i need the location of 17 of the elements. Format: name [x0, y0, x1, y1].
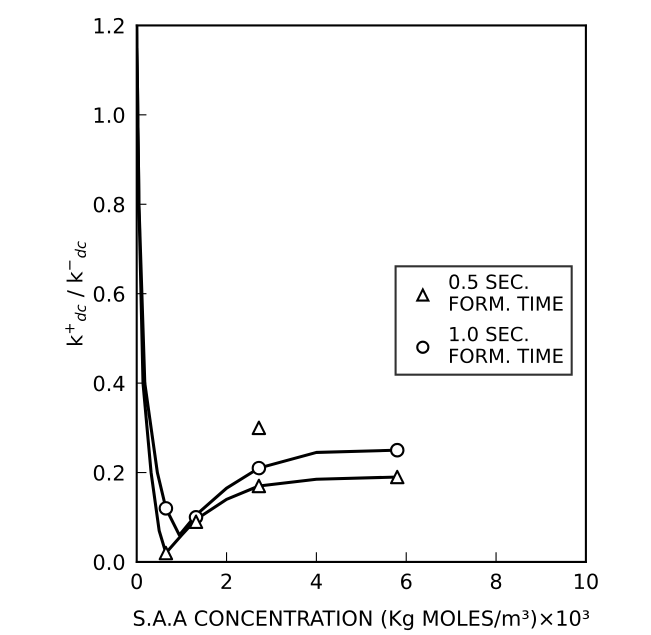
x-tick-label: 2	[221, 573, 232, 589]
y-tick-label: 0.6	[94, 286, 124, 302]
y-tick-label: 1.0	[94, 107, 124, 124]
y-tick-label: 1.2	[94, 18, 124, 34]
y-tick-label: 0.8	[94, 196, 124, 212]
y-axis-title: k$^{+}$$_{dc}$ / k$^{−}$$_{dc}$	[65, 241, 86, 346]
x-tick-label: 8	[490, 573, 502, 590]
legend-label: 0.5 SEC. FORM. TIME	[449, 274, 563, 311]
x-tick-label: 6	[401, 573, 412, 590]
x-tick-label: 0	[131, 573, 142, 590]
x-axis-title: S.A.A CONCENTRATION (Kg MOLES/m³)×10³	[134, 610, 590, 630]
x-tick-label: 10	[574, 573, 598, 590]
legend-label: 1.0 SEC. FORM. TIME	[450, 326, 563, 364]
x-tick-label: 4	[310, 574, 322, 589]
y-tick-label: 0.4	[94, 376, 124, 392]
y-tick-label: 0.0	[94, 554, 124, 570]
y-tick-label: 0.2	[94, 465, 124, 481]
